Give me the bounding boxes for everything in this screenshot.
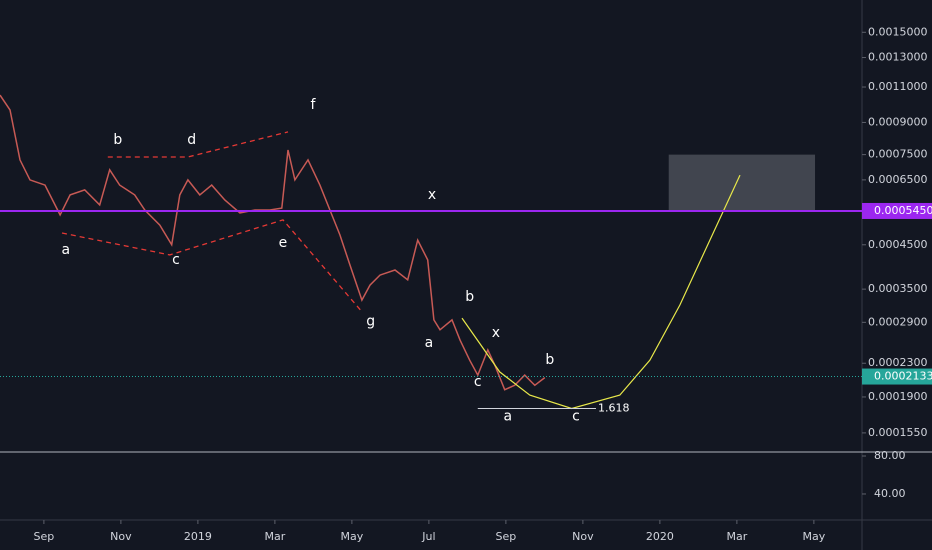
- y-tick-label: 0.0002900: [868, 315, 928, 328]
- x-tick-label: May: [341, 530, 364, 543]
- wave-label: b: [113, 132, 122, 148]
- x-tick-label: 2020: [646, 530, 674, 543]
- wave-label: x: [428, 187, 436, 203]
- wave-label: a: [504, 409, 513, 425]
- wave-label: c: [572, 409, 580, 425]
- x-tick-label: Nov: [110, 530, 132, 543]
- x-tick-label: Sep: [496, 530, 517, 543]
- x-tick-label: 2019: [184, 530, 212, 543]
- y-tick-label: 0.0015000: [868, 25, 928, 38]
- wave-label: d: [187, 132, 196, 148]
- y-tick-label: 0.0013000: [868, 51, 928, 64]
- fib-label: 1.618: [598, 401, 630, 414]
- y-tick-label: 0.0001550: [868, 426, 928, 439]
- level-label: 0.0002133: [874, 370, 932, 383]
- wave-label: b: [545, 352, 554, 368]
- wave-label: e: [279, 235, 288, 251]
- wave-label: a: [62, 242, 71, 258]
- level-label-box: [862, 202, 932, 219]
- x-tick-label: Jul: [421, 530, 435, 543]
- x-tick-label: Mar: [265, 530, 286, 543]
- indicator-tick-label: 80.00: [874, 449, 906, 462]
- wave-label: f: [311, 97, 317, 113]
- y-tick-label: 0.0004500: [868, 238, 928, 251]
- wave-label: c: [474, 374, 482, 390]
- y-tick-label: 0.0002300: [868, 356, 928, 369]
- x-tick-label: Nov: [572, 530, 594, 543]
- x-tick-label: Sep: [34, 530, 55, 543]
- x-tick-label: May: [803, 530, 826, 543]
- wave-line: [107, 131, 289, 158]
- y-tick-label: 0.0003500: [868, 282, 928, 295]
- y-tick-label: 0.0011000: [868, 80, 928, 93]
- level-label-box: [862, 368, 932, 385]
- wave-label: b: [465, 289, 474, 305]
- price-line: [0, 94, 546, 391]
- projection-curve: [461, 174, 741, 410]
- wave-line: [61, 219, 363, 313]
- x-tick-label: Mar: [726, 530, 747, 543]
- indicator-tick-label: 40.00: [874, 487, 906, 500]
- y-tick-label: 0.0009000: [868, 115, 928, 128]
- target-box: [668, 154, 816, 211]
- wave-label: x: [492, 325, 500, 341]
- y-tick-label: 0.0007500: [868, 148, 928, 161]
- y-tick-label: 0.0006500: [868, 173, 928, 186]
- wave-label: c: [172, 252, 180, 268]
- level-label: 0.0005450: [874, 204, 932, 217]
- wave-label: a: [425, 335, 434, 351]
- wave-label: g: [366, 314, 375, 330]
- y-tick-label: 0.0001900: [868, 390, 928, 403]
